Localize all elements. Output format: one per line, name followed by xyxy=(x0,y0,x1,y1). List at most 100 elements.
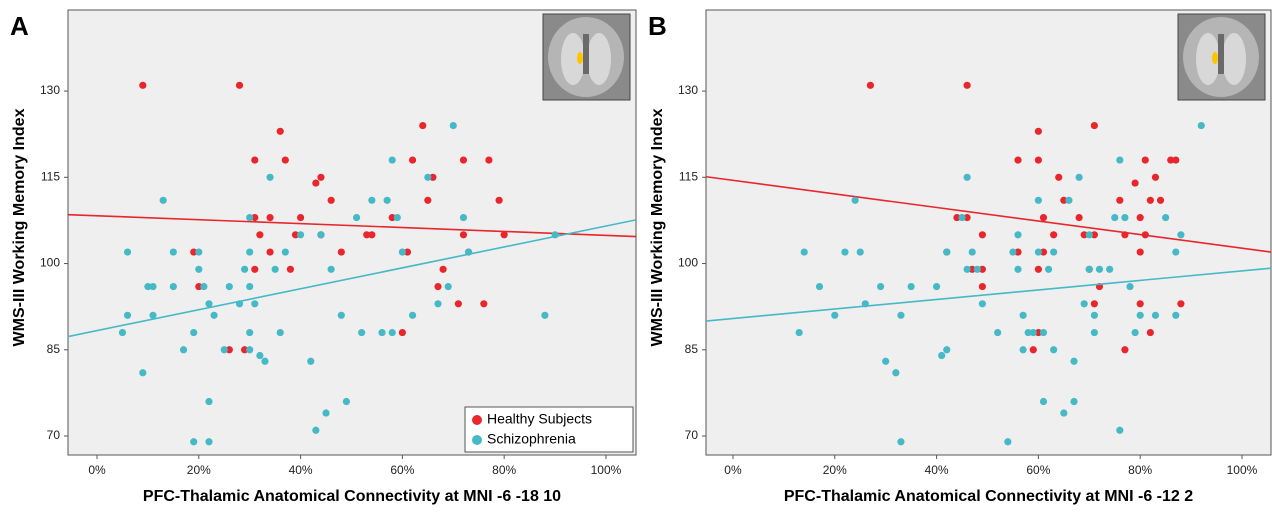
point xyxy=(1121,346,1129,354)
point xyxy=(337,311,345,319)
point xyxy=(459,213,468,222)
x-tick-label: 80% xyxy=(1128,463,1152,477)
legend-box xyxy=(464,406,634,453)
point xyxy=(296,213,305,222)
point xyxy=(179,346,188,354)
point xyxy=(1146,328,1154,337)
point xyxy=(1197,121,1205,130)
point xyxy=(963,213,971,222)
point xyxy=(388,328,396,337)
point xyxy=(251,300,259,308)
point xyxy=(1014,156,1022,164)
point xyxy=(419,121,427,130)
point xyxy=(459,231,468,239)
point xyxy=(296,231,305,239)
point xyxy=(149,311,157,319)
point xyxy=(210,311,218,319)
x-tick-label: 40% xyxy=(925,463,949,477)
point xyxy=(1106,265,1114,273)
point xyxy=(276,328,284,337)
point xyxy=(1034,265,1042,273)
point xyxy=(978,282,986,291)
point xyxy=(1116,196,1124,204)
point xyxy=(439,265,447,273)
point xyxy=(241,346,249,354)
point xyxy=(1116,426,1124,434)
point xyxy=(281,248,289,256)
point xyxy=(1126,282,1134,291)
point xyxy=(1050,248,1058,256)
point xyxy=(434,282,442,291)
point xyxy=(225,282,233,291)
point xyxy=(139,81,147,89)
point xyxy=(943,346,951,354)
point xyxy=(271,265,279,273)
point xyxy=(978,231,986,239)
point xyxy=(246,213,254,222)
plot-content xyxy=(68,81,636,446)
point xyxy=(266,213,274,222)
point xyxy=(205,300,213,308)
point xyxy=(480,300,488,308)
point xyxy=(195,282,203,291)
point xyxy=(1070,397,1078,406)
point xyxy=(286,265,295,273)
point xyxy=(312,179,320,187)
point xyxy=(1014,248,1022,256)
point xyxy=(1034,156,1042,164)
point xyxy=(261,357,269,365)
point xyxy=(1039,213,1048,222)
point xyxy=(1060,409,1068,417)
point xyxy=(139,369,147,377)
point xyxy=(1131,328,1139,337)
point xyxy=(958,213,966,222)
point xyxy=(800,248,808,256)
point xyxy=(449,121,457,130)
fit-line xyxy=(68,219,636,338)
y-tick-label: 85 xyxy=(47,342,61,356)
point xyxy=(1080,300,1088,308)
point xyxy=(1024,328,1032,337)
point xyxy=(246,248,254,256)
legend-marker xyxy=(472,415,482,425)
point xyxy=(1141,156,1149,164)
point xyxy=(1167,156,1175,164)
point xyxy=(831,311,839,319)
point xyxy=(307,357,315,365)
point xyxy=(1177,300,1185,308)
x-tick-label: 40% xyxy=(289,463,313,477)
point xyxy=(235,81,244,89)
point xyxy=(225,346,233,354)
point xyxy=(256,231,264,239)
point xyxy=(1034,328,1042,337)
point xyxy=(866,81,875,89)
point xyxy=(388,156,396,164)
point xyxy=(1162,213,1170,222)
point xyxy=(1136,300,1144,308)
y-tick-label: 85 xyxy=(685,342,699,356)
point xyxy=(943,248,951,256)
point xyxy=(938,351,946,360)
inset-highlight xyxy=(1212,52,1218,64)
point xyxy=(1116,156,1124,164)
point xyxy=(327,265,335,273)
point xyxy=(1151,173,1160,181)
y-tick-label: 100 xyxy=(40,256,60,270)
legend-label: Schizophrenia xyxy=(487,431,576,447)
point xyxy=(1156,196,1165,204)
point xyxy=(1050,231,1058,239)
point xyxy=(1039,328,1048,337)
point xyxy=(1034,248,1042,256)
point xyxy=(1111,213,1119,222)
y-tick-label: 100 xyxy=(678,256,698,270)
x-tick-label: 0% xyxy=(88,463,106,477)
x-tick-label: 100% xyxy=(591,463,622,477)
point xyxy=(251,265,259,273)
point xyxy=(1029,328,1037,337)
inset-image xyxy=(583,34,589,74)
point xyxy=(1044,265,1053,273)
point xyxy=(1090,231,1098,239)
point xyxy=(1085,265,1093,273)
point xyxy=(1136,311,1144,319)
